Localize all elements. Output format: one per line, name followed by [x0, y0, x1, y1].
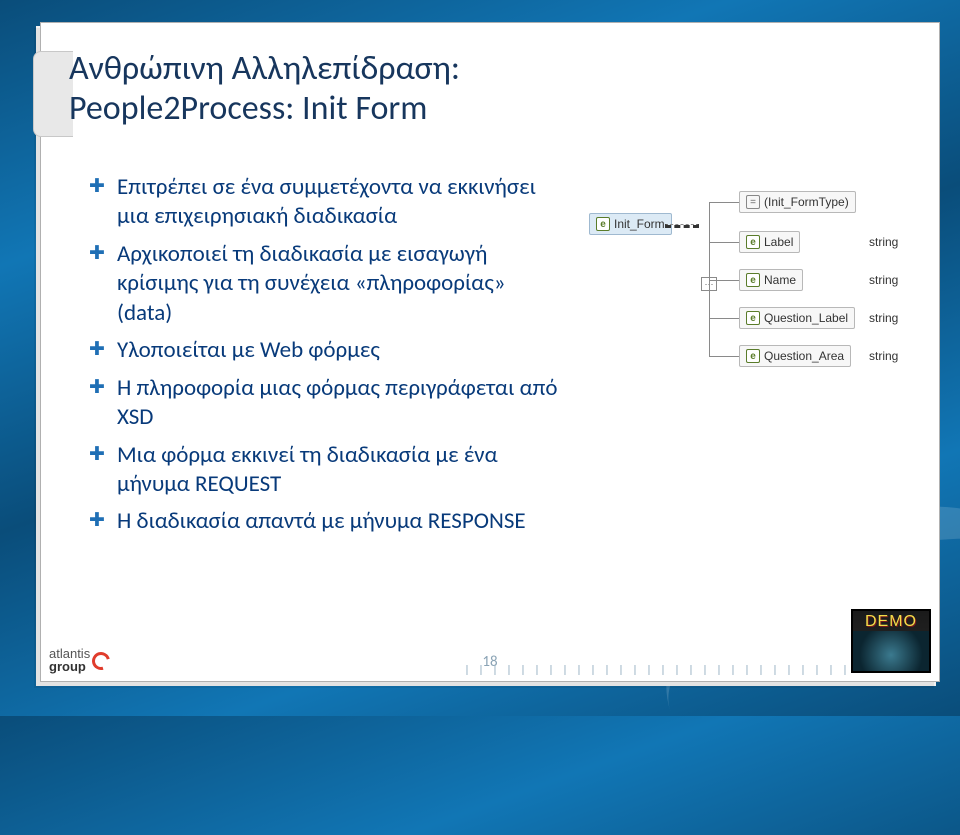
slide-title: Ανθρώπινη Αλληλεπίδραση: People2Process:…	[63, 47, 583, 135]
field-label: Label	[764, 235, 793, 249]
connector	[709, 224, 710, 356]
demo-badge: DEMO	[851, 609, 931, 673]
element-icon: e	[746, 349, 760, 363]
bullet-item: Η διαδικασία απαντά με μήνυμα RESPONSE	[89, 507, 559, 536]
connector	[709, 356, 739, 357]
field-label: Question_Label	[764, 311, 848, 325]
bullet-item: Μια φόρμα εκκινεί τη διαδικασία με ένα μ…	[89, 441, 559, 500]
bullet-list: Επιτρέπει σε ένα συμμετέχοντα να εκκινήσ…	[89, 173, 559, 545]
logo-line2: group	[49, 659, 86, 674]
element-icon: e	[596, 217, 610, 231]
connector	[709, 242, 739, 243]
field-type: string	[869, 349, 898, 363]
bullet-item: Επιτρέπει σε ένα συμμετέχοντα να εκκινήσ…	[89, 173, 559, 232]
element-icon: e	[746, 235, 760, 249]
connector	[709, 202, 710, 224]
bullet-item: Υλοποιείται με Web φόρμες	[89, 336, 559, 365]
logo-swirl-icon	[89, 648, 114, 673]
element-icon: e	[746, 273, 760, 287]
xsd-field-node: e Question_Label	[739, 307, 855, 329]
title-line-1: Ανθρώπινη Αλληλεπίδραση:	[69, 48, 460, 89]
connector	[709, 318, 739, 319]
connector	[709, 202, 739, 203]
title-line-2: People2Process: Init Form	[69, 88, 427, 129]
field-type: string	[869, 273, 898, 287]
type-icon: =	[746, 195, 760, 209]
bullet-item: Αρχικοποιεί τη διαδικασία με εισαγωγή κρ…	[89, 240, 559, 328]
xsd-root-label: Init_Form	[614, 217, 665, 231]
demo-art	[853, 631, 929, 671]
field-label: Question_Area	[764, 349, 844, 363]
field-type: string	[869, 311, 898, 325]
field-label: Name	[764, 273, 796, 287]
demo-label: DEMO	[865, 613, 917, 631]
xsd-field-node: e Name	[739, 269, 803, 291]
xsd-field-node: e Question_Area	[739, 345, 851, 367]
field-type: string	[869, 235, 898, 249]
xsd-field-node: e Label	[739, 231, 800, 253]
xsd-root-node: e Init_Form	[589, 213, 672, 235]
xsd-type-node: = (Init_FormType)	[739, 191, 856, 213]
xsd-diagram: e Init_Form ⋯ = (Init_FormType) e Label …	[589, 191, 919, 391]
connector	[709, 280, 739, 281]
element-icon: e	[746, 311, 760, 325]
footer-ruler	[466, 665, 858, 675]
bullet-item: Η πληροφορία μιας φόρμας περιγράφεται απ…	[89, 374, 559, 433]
connector	[665, 224, 699, 228]
atlantis-logo: atlantis group	[49, 648, 110, 673]
xsd-type-label: (Init_FormType)	[764, 195, 849, 209]
slide-frame: Ανθρώπινη Αλληλεπίδραση: People2Process:…	[40, 22, 940, 682]
